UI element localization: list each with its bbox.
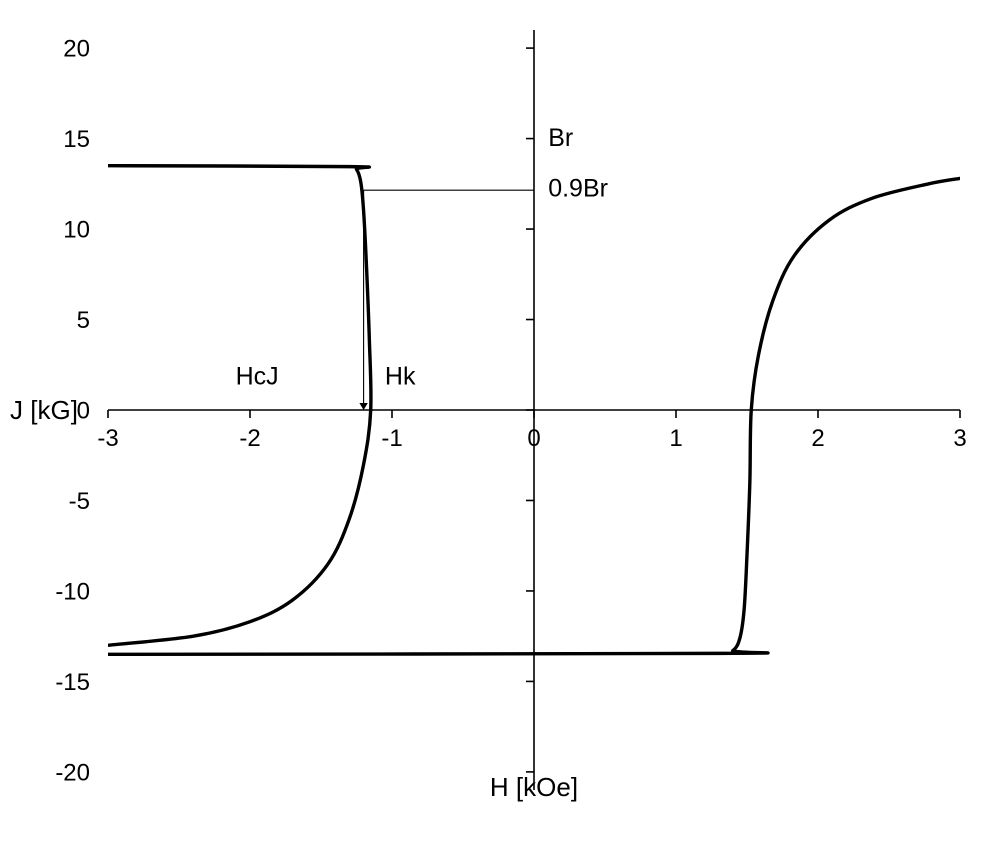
x-tick-label: 2 <box>811 425 824 452</box>
x-axis-label: H [kOe] <box>490 772 578 802</box>
x-tick-label: -2 <box>239 425 260 452</box>
x-tick-label: 0 <box>527 425 540 452</box>
annotation-HcJ: HcJ <box>236 363 279 391</box>
y-tick-label: -10 <box>55 578 90 605</box>
y-tick-label: -20 <box>55 759 90 786</box>
y-tick-label: -15 <box>55 669 90 696</box>
chart-background <box>0 0 1000 842</box>
y-tick-label: 0 <box>77 397 90 424</box>
y-axis-label: J [kG] <box>10 395 78 425</box>
annotation-nineBr: 0.9Br <box>548 174 608 202</box>
y-tick-label: 15 <box>63 126 90 153</box>
annotation-Br: Br <box>548 124 573 152</box>
y-tick-label: 20 <box>63 35 90 62</box>
chart-svg: -3-2-10123-20-15-10-505101520J [kG]H [kO… <box>0 0 1000 842</box>
hysteresis-chart: -3-2-10123-20-15-10-505101520J [kG]H [kO… <box>0 0 1000 842</box>
x-tick-label: 1 <box>669 425 682 452</box>
y-tick-label: 10 <box>63 216 90 243</box>
x-tick-label: -1 <box>381 425 402 452</box>
x-tick-label: 3 <box>953 425 966 452</box>
x-tick-label: -3 <box>97 425 118 452</box>
y-tick-label: -5 <box>69 488 90 515</box>
annotation-Hk: Hk <box>385 363 416 391</box>
y-tick-label: 5 <box>77 307 90 334</box>
